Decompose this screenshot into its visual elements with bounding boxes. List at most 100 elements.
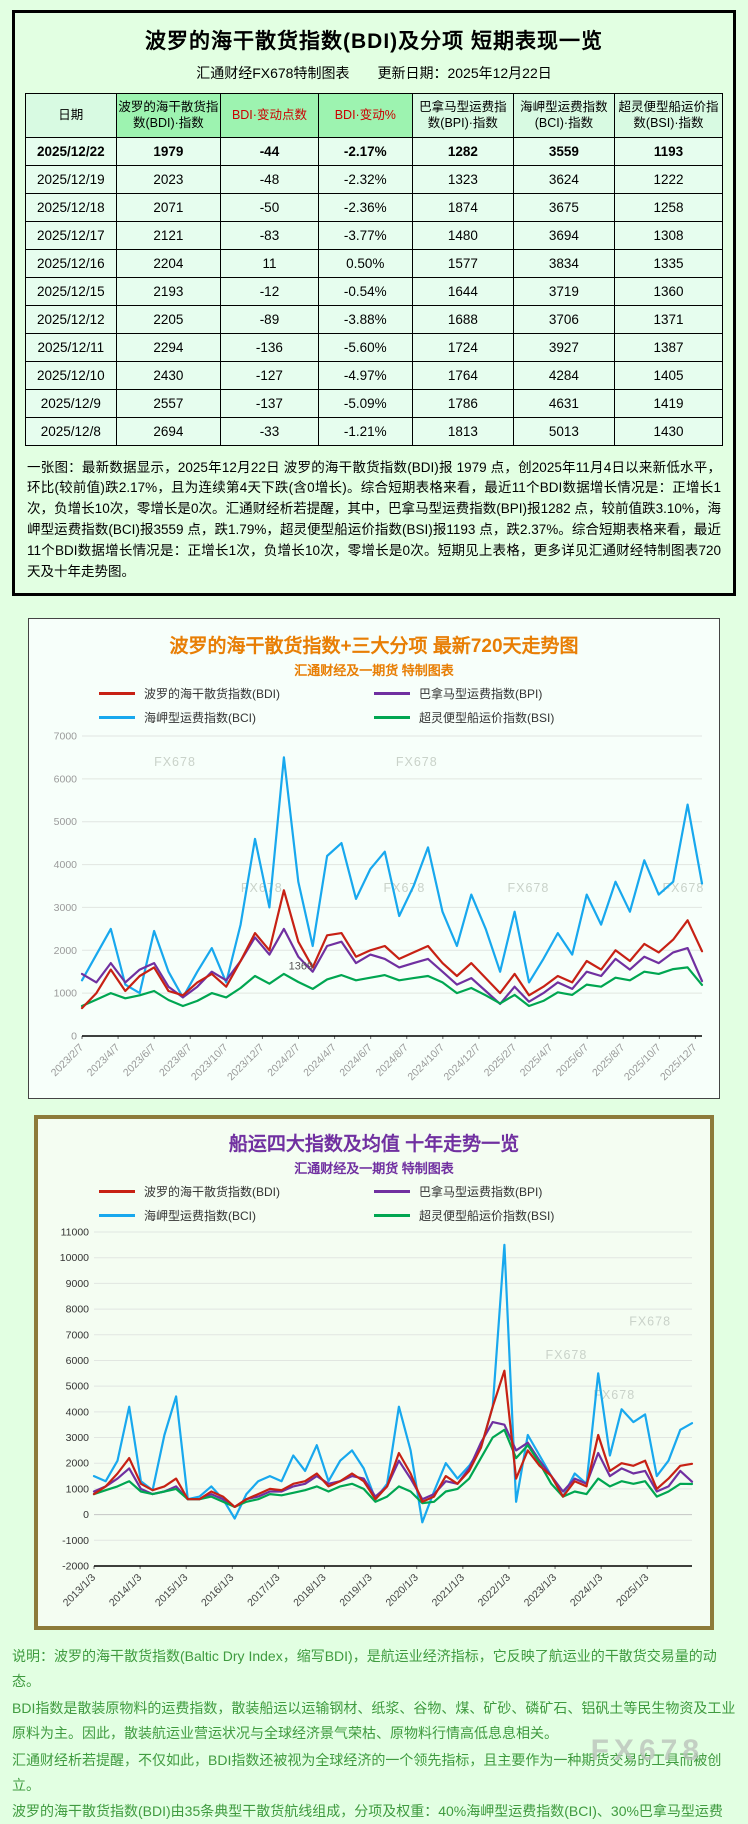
x-tick-label: 2013/1/3: [61, 1572, 98, 1609]
y-tick-label: -2000: [62, 1561, 89, 1573]
table-cell: -33: [220, 416, 319, 446]
legend-line-swatch: [99, 1190, 135, 1194]
table-cell: 1480: [411, 220, 514, 250]
y-tick-label: 10000: [60, 1252, 89, 1264]
chart-720day-legend: 波罗的海干散货指数(BDI) 巴拿马型运费指数(BPI) 海岬型运费指数(BCI) 超…: [99, 685, 649, 726]
table-header: 日期 波罗的海干散货指数(BDI)·指数 BDI·变动点数 BDI·变动% 巴拿马型运费…: [25, 93, 724, 138]
legend-label: 巴拿马型运费指数(BPI): [419, 1185, 543, 1200]
table-row: 2025/12/16 2204 11 0.50% 1577 3834 1335: [25, 248, 724, 278]
legend-item-BCI: 海岬型运费指数(BCI): [99, 709, 374, 726]
table-cell: 2025/12/12: [25, 304, 117, 334]
table-cell: 11: [220, 248, 319, 278]
table-cell: 2025/12/10: [25, 360, 117, 390]
legend-label: 巴拿马型运费指数(BPI): [419, 687, 543, 702]
table-cell: 3559: [512, 136, 615, 166]
x-tick-label: 2024/10/7: [405, 1042, 447, 1084]
table-cell: 1724: [411, 332, 514, 362]
legend-line-swatch: [374, 716, 410, 720]
table-header-cell: 超灵便型船运价指数(BSI)·指数: [613, 93, 724, 138]
series-line-BSI: [80, 966, 704, 1008]
table-cell: 1193: [613, 136, 724, 166]
table-cell: 4284: [512, 360, 615, 390]
x-tick-label: 2018/1/3: [291, 1572, 328, 1609]
table-cell: 3694: [512, 220, 615, 250]
table-cell: 2025/12/17: [25, 220, 117, 250]
table-cell: -127: [220, 360, 319, 390]
table-row: 2025/12/22 1979 -44 -2.17% 1282 3559 1193: [25, 136, 724, 166]
legend-line-swatch: [374, 692, 410, 696]
table-cell: -4.97%: [317, 360, 413, 390]
legend-item-BDI: 波罗的海干散货指数(BDI): [99, 1183, 374, 1200]
table-row: 2025/12/11 2294 -136 -5.60% 1724 3927 1387: [25, 332, 724, 362]
fx678-watermark: FX678: [590, 1734, 704, 1767]
short-term-table-panel: 波罗的海干散货指数(BDI)及分项 短期表现一览 汇通财经FX678特制图表 更…: [12, 10, 736, 597]
table-cell: 2025/12/22: [25, 136, 117, 166]
legend-line-swatch: [374, 1214, 410, 1218]
chart-watermark: FX678: [545, 1348, 587, 1362]
table-cell: 1813: [411, 416, 514, 446]
series-line-BPI: [80, 927, 704, 1006]
series-line-BDI: [80, 889, 704, 1010]
chart-10year-panel: 船运四大指数及均值 十年走势一览 汇通财经及一期货 特制图表 波罗的海干散货指数…: [34, 1115, 714, 1631]
x-tick-label: 2024/6/7: [337, 1042, 374, 1079]
y-tick-label: 3000: [54, 902, 78, 914]
chart-10year-legend: 波罗的海干散货指数(BDI) 巴拿马型运费指数(BPI) 海岬型运费指数(BCI) 超…: [99, 1183, 649, 1224]
x-tick-label: 2019/1/3: [337, 1572, 374, 1609]
table-cell: 2121: [115, 220, 222, 250]
table-row: 2025/12/10 2430 -127 -4.97% 1764 4284 1405: [25, 360, 724, 390]
table-cell: 2025/12/18: [25, 192, 117, 222]
legend-item-BPI: 巴拿马型运费指数(BPI): [374, 1183, 649, 1200]
table-cell: 2025/12/11: [25, 332, 117, 362]
x-tick-label: 2023/2/7: [49, 1042, 86, 1079]
legend-item-BCI: 海岬型运费指数(BCI): [99, 1207, 374, 1224]
table-header-cell: BDI·变动%: [317, 93, 413, 138]
y-tick-label: 7000: [54, 731, 78, 743]
legend-label: 超灵便型船运价指数(BSI): [419, 711, 555, 726]
x-tick-label: 2020/1/3: [383, 1572, 420, 1609]
x-tick-label: 2024/12/7: [442, 1042, 484, 1084]
table-cell: 2025/12/19: [25, 164, 117, 194]
x-tick-label: 2025/2/7: [482, 1042, 519, 1079]
report-subtitle: 汇通财经FX678特制图表 更新日期：2025年12月22日: [196, 65, 552, 81]
chart-watermark: FX678: [507, 881, 549, 895]
table-cell: 1258: [613, 192, 724, 222]
table-cell: -12: [220, 276, 319, 306]
table-cell: 1419: [613, 388, 724, 418]
summary-text: 一张图：最新数据显示，2025年12月22日 波罗的海干散货指数(BDI)报 1…: [27, 459, 721, 580]
note-paragraph: 说明：波罗的海干散货指数(Baltic Dry Index，缩写BDI)，是航运…: [12, 1648, 717, 1689]
note-paragraph: BDI指数是散装原物料的运费指数，散装船运以运输钢材、纸浆、谷物、煤、矿砂、磷矿…: [12, 1699, 736, 1741]
table-cell: 1323: [411, 164, 514, 194]
x-tick-label: 2024/4/7: [301, 1042, 338, 1079]
table-cell: 2204: [115, 248, 222, 278]
table-cell: 3719: [512, 276, 615, 306]
table-cell: 1644: [411, 276, 514, 306]
y-tick-label: 5000: [54, 816, 78, 828]
table-cell: 1282: [411, 136, 514, 166]
table-cell: 2205: [115, 304, 222, 334]
legend-line-swatch: [99, 692, 135, 696]
table-cell: -3.77%: [317, 220, 413, 250]
table-row: 2025/12/15 2193 -12 -0.54% 1644 3719 1360: [25, 276, 724, 306]
table-cell: 0.50%: [317, 248, 413, 278]
table-cell: 3927: [512, 332, 615, 362]
x-tick-label: 2023/12/7: [225, 1042, 267, 1084]
legend-label: 超灵便型船运价指数(BSI): [419, 1209, 555, 1224]
table-cell: -137: [220, 388, 319, 418]
table-cell: -50: [220, 192, 319, 222]
table-row: 2025/12/18 2071 -50 -2.36% 1874 3675 1258: [25, 192, 724, 222]
table-row: 2025/12/19 2023 -48 -2.32% 1323 3624 1222: [25, 164, 724, 194]
table-cell: 5013: [512, 416, 615, 446]
chart-watermark: FX678: [629, 1315, 671, 1329]
table-row: 2025/12/12 2205 -89 -3.88% 1688 3706 1371: [25, 304, 724, 334]
x-tick-label: 2023/4/7: [85, 1042, 122, 1079]
table-cell: -5.60%: [317, 332, 413, 362]
y-tick-label: 8000: [66, 1304, 90, 1316]
chart-watermark: FX678: [154, 755, 196, 769]
x-tick-label: 2024/2/7: [265, 1042, 302, 1079]
table-cell: 1577: [411, 248, 514, 278]
table-cell: -2.32%: [317, 164, 413, 194]
table-cell: 4631: [512, 388, 615, 418]
table-cell: 1360: [613, 276, 724, 306]
table-cell: -2.17%: [317, 136, 413, 166]
table-cell: -2.36%: [317, 192, 413, 222]
